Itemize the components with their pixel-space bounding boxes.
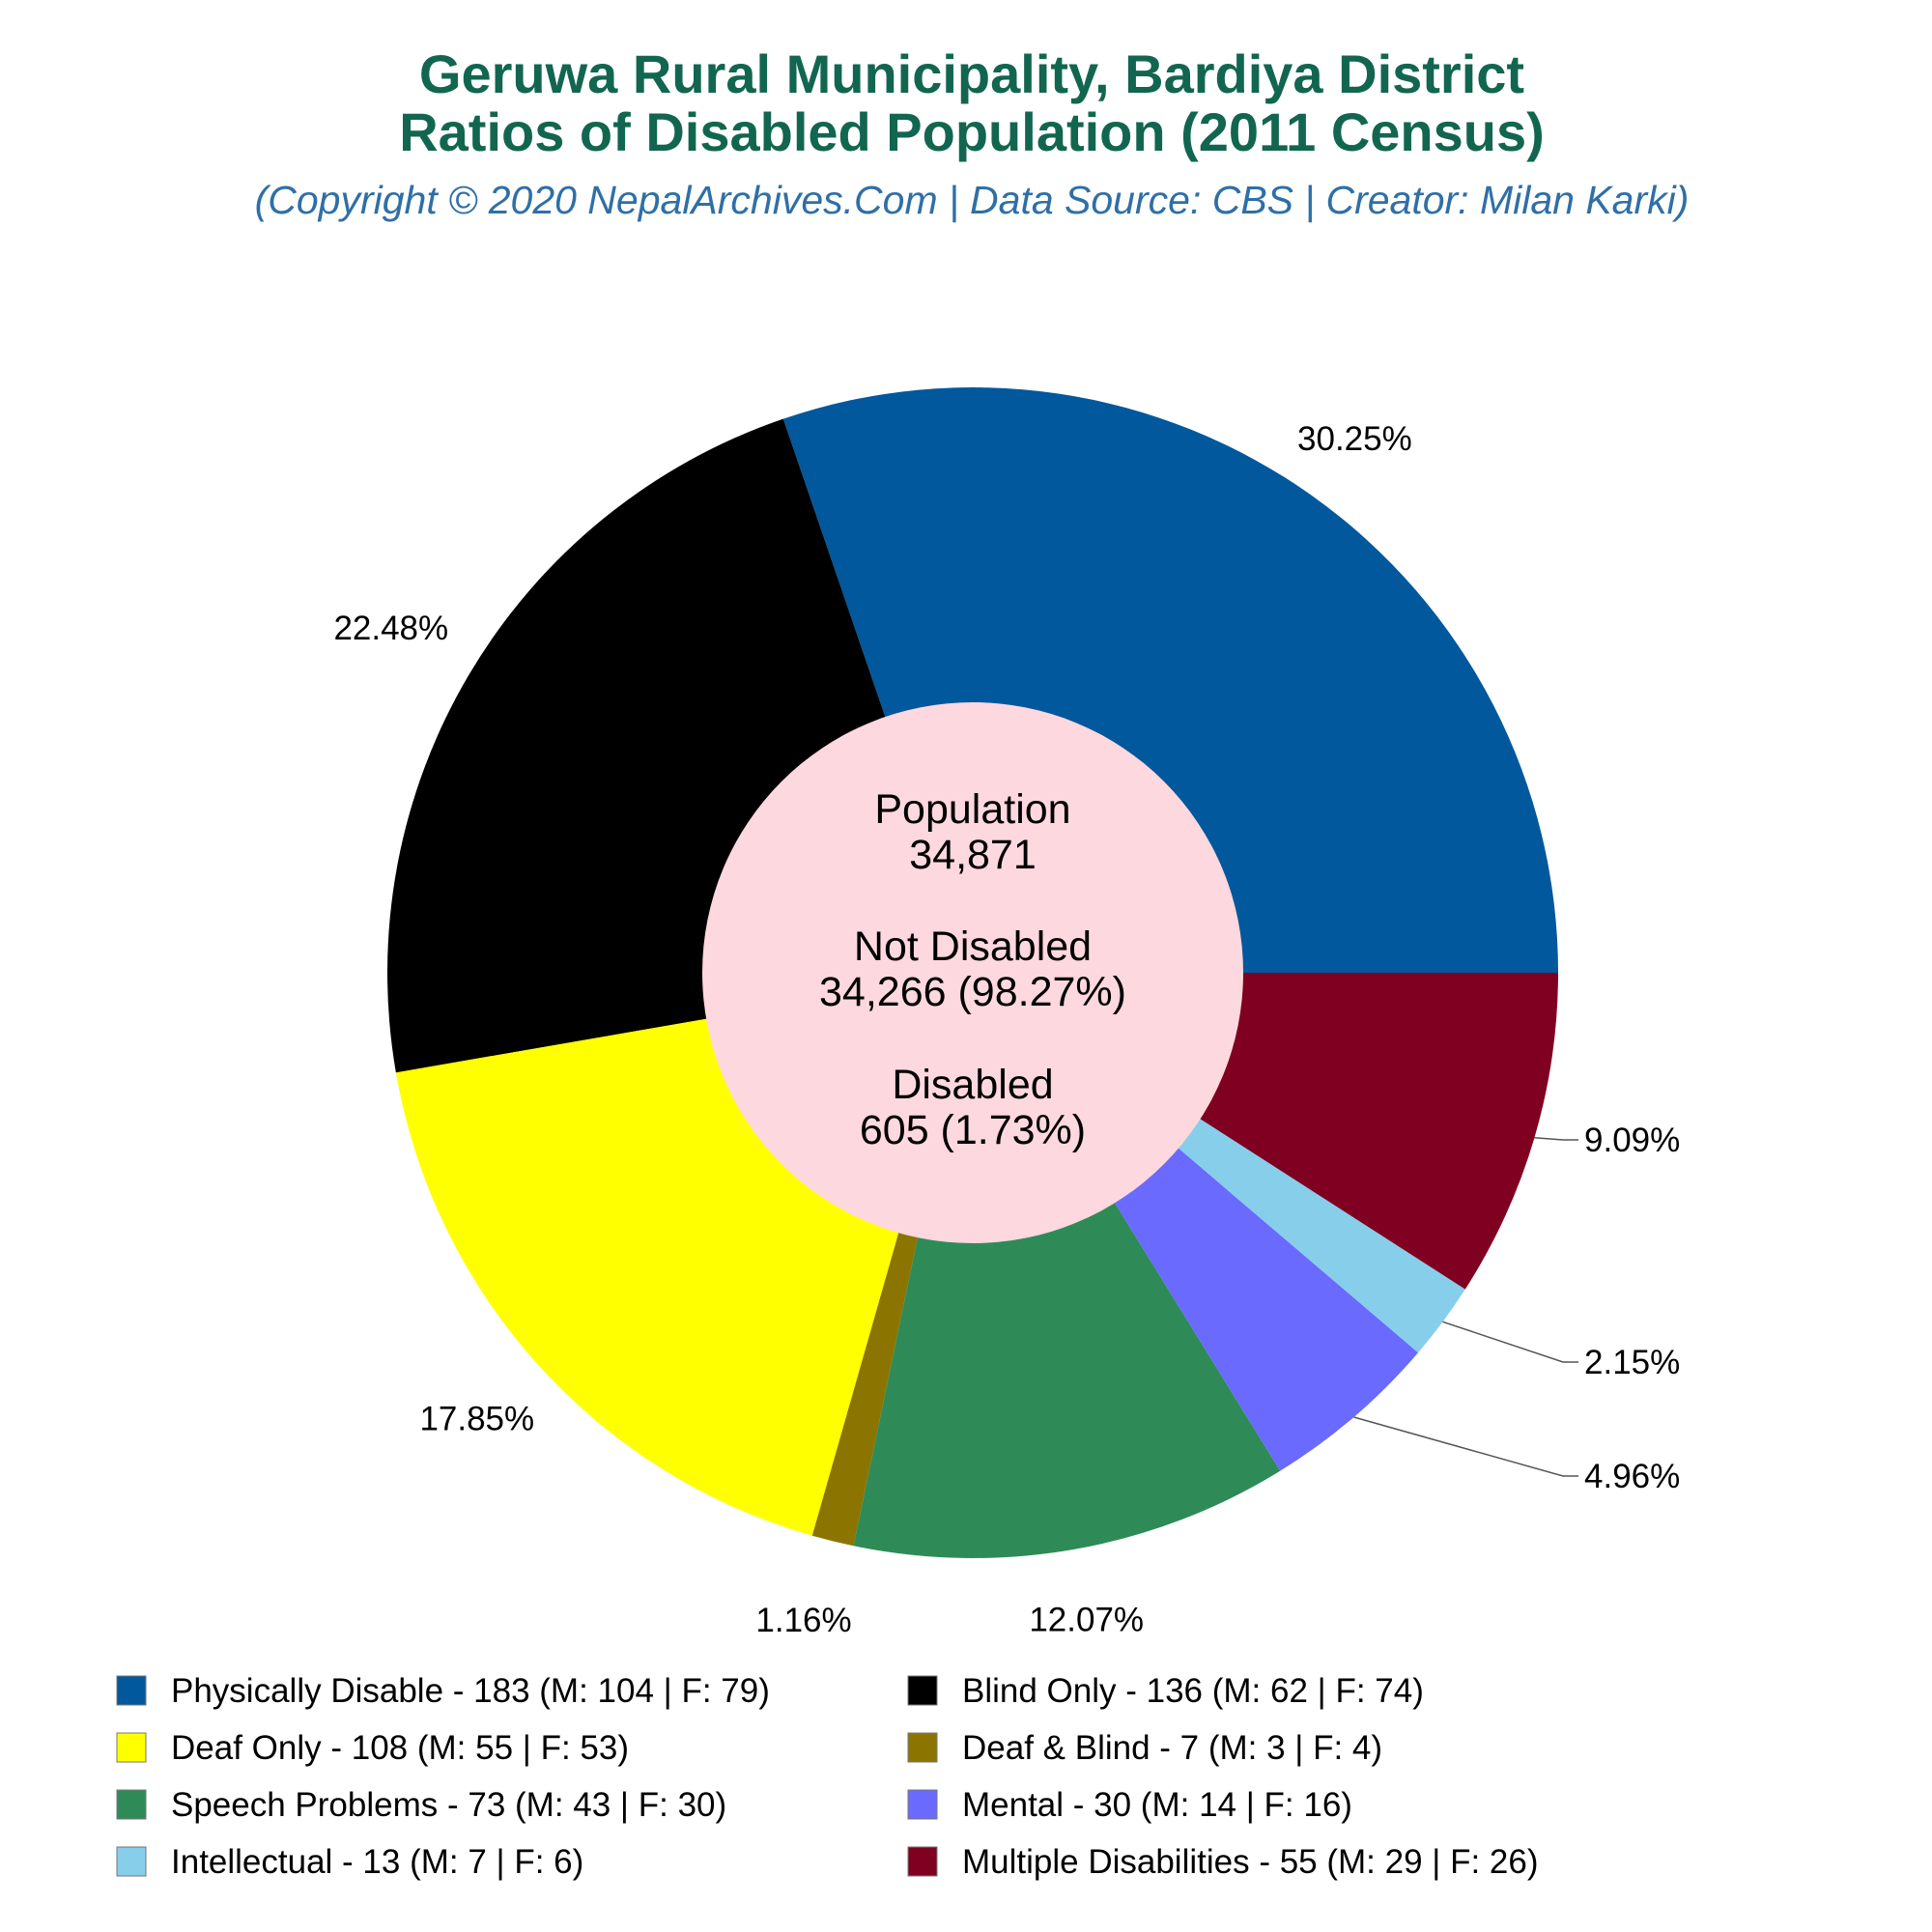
center-population-label: Population (874, 786, 1070, 833)
chart-title-line2: Ratios of Disabled Population (2011 Cens… (399, 101, 1545, 162)
percent-label: 4.96% (1584, 1458, 1680, 1495)
chart-subtitle: (Copyright © 2020 NepalArchives.Com | Da… (255, 178, 1690, 222)
percent-label: 1.16% (755, 1602, 851, 1639)
legend-swatch (116, 1675, 147, 1706)
legend-swatch (907, 1675, 938, 1706)
legend-item-label: Physically Disable - 183 (M: 104 | F: 79… (171, 1672, 770, 1710)
leader-line (1353, 1416, 1578, 1477)
leader-line (1442, 1321, 1578, 1363)
percent-label: 12.07% (1029, 1602, 1144, 1639)
percent-label: 17.85% (419, 1400, 534, 1437)
center-disabled-label: Disabled (892, 1062, 1053, 1108)
percent-label: 22.48% (333, 610, 448, 647)
legend: Physically Disable - 183 (M: 104 | F: 79… (116, 1672, 1539, 1881)
legend-swatch (116, 1732, 147, 1763)
legend-item-label: Multiple Disabilities - 55 (M: 29 | F: 2… (962, 1843, 1539, 1881)
legend-item-label: Intellectual - 13 (M: 7 | F: 6) (171, 1843, 583, 1881)
legend-item-label: Deaf Only - 108 (M: 55 | F: 53) (171, 1729, 629, 1767)
percent-label: 9.09% (1584, 1122, 1680, 1159)
center-not-disabled-label: Not Disabled (854, 923, 1092, 970)
center-circle (702, 702, 1243, 1243)
legend-swatch (907, 1732, 938, 1763)
leader-lines (1353, 1136, 1578, 1477)
legend-item-label: Mental - 30 (M: 14 | F: 16) (962, 1786, 1352, 1824)
percent-label: 2.15% (1584, 1344, 1680, 1381)
center-not-disabled-value: 34,266 (98.27%) (819, 969, 1126, 1015)
center-population-value: 34,871 (909, 832, 1037, 878)
legend-swatch (116, 1789, 147, 1820)
leader-line (1534, 1136, 1578, 1141)
chart-title-line1: Geruwa Rural Municipality, Bardiya Distr… (419, 43, 1524, 104)
percent-labels: 30.25% 22.48% 17.85% 1.16% 12.07% 4.96% 2.15% 9… (333, 420, 1680, 1639)
legend-item-label: Speech Problems - 73 (M: 43 | F: 30) (171, 1786, 726, 1824)
percent-label: 30.25% (1297, 420, 1412, 458)
legend-item-label: Deaf & Blind - 7 (M: 3 | F: 4) (962, 1729, 1382, 1767)
legend-swatch (116, 1846, 147, 1877)
legend-item-label: Blind Only - 136 (M: 62 | F: 74) (962, 1672, 1424, 1710)
legend-swatch (907, 1846, 938, 1877)
legend-swatch (907, 1789, 938, 1820)
center-disabled-value: 605 (1.73%) (860, 1107, 1086, 1153)
